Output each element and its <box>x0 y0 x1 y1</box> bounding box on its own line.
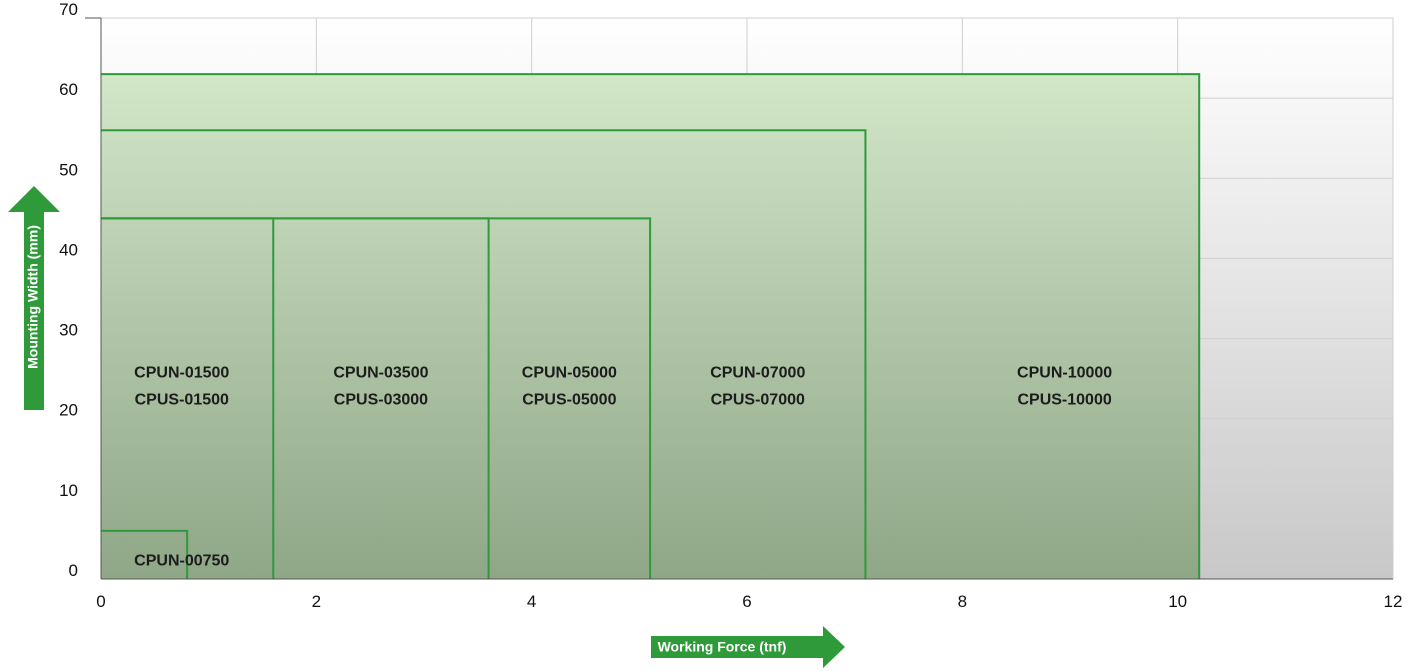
axes <box>85 17 1393 580</box>
y-tick-label: 0 <box>69 561 78 580</box>
region-label: CPUN-03500 <box>333 364 428 381</box>
y-tick-label: 70 <box>59 0 78 19</box>
y-tick-label: 40 <box>59 240 78 259</box>
y-tick-label: 20 <box>59 401 78 420</box>
region-label: CPUS-01500 <box>135 391 229 408</box>
y-tick-label: 30 <box>59 321 78 340</box>
y-tick-label: 10 <box>59 481 78 500</box>
x-tick-label: 8 <box>958 592 967 611</box>
y-axis-title-arrow: Mounting Width (mm) <box>8 186 60 410</box>
region-outline <box>101 529 189 579</box>
region-label: CPUS-03000 <box>334 391 428 408</box>
y-tick-label: 50 <box>59 160 78 179</box>
x-arrow-shape <box>651 626 845 668</box>
region-label: CPUN-10000 <box>1017 364 1112 381</box>
region-outline <box>101 73 1201 579</box>
x-tick-label: 4 <box>527 592 536 611</box>
region-label: CPUS-07000 <box>711 391 805 408</box>
x-axis-title: Working Force (tnf) <box>658 639 787 655</box>
y-arrow-shape <box>8 186 60 410</box>
x-tick-label: 2 <box>312 592 321 611</box>
x-tick-labels: 0 2 4 6 8 10 12 <box>96 592 1402 611</box>
x-tick-label: 6 <box>742 592 751 611</box>
y-tick-labels: 0 10 20 30 40 50 60 70 <box>59 0 78 580</box>
region-label: CPUN-01500 <box>134 364 229 381</box>
region-label: CPUN-00750 <box>134 553 229 570</box>
x-axis-title-arrow: Working Force (tnf) <box>651 626 845 668</box>
region-label: CPUS-10000 <box>1017 391 1111 408</box>
region-label: CPUN-07000 <box>710 364 805 381</box>
x-tick-label: 0 <box>96 592 105 611</box>
region-outlines <box>101 73 1201 579</box>
region-outline <box>101 217 652 579</box>
region-label: CPUS-05000 <box>522 391 616 408</box>
x-tick-label: 10 <box>1168 592 1187 611</box>
region-labels: CPUN-00750 CPUN-01500 CPUS-01500 CPUN-03500… <box>134 364 1112 569</box>
y-tick-label: 60 <box>59 80 78 99</box>
region-label: CPUN-05000 <box>522 364 617 381</box>
region-outline <box>101 129 867 579</box>
x-tick-label: 12 <box>1384 592 1403 611</box>
y-axis-title: Mounting Width (mm) <box>25 225 41 369</box>
